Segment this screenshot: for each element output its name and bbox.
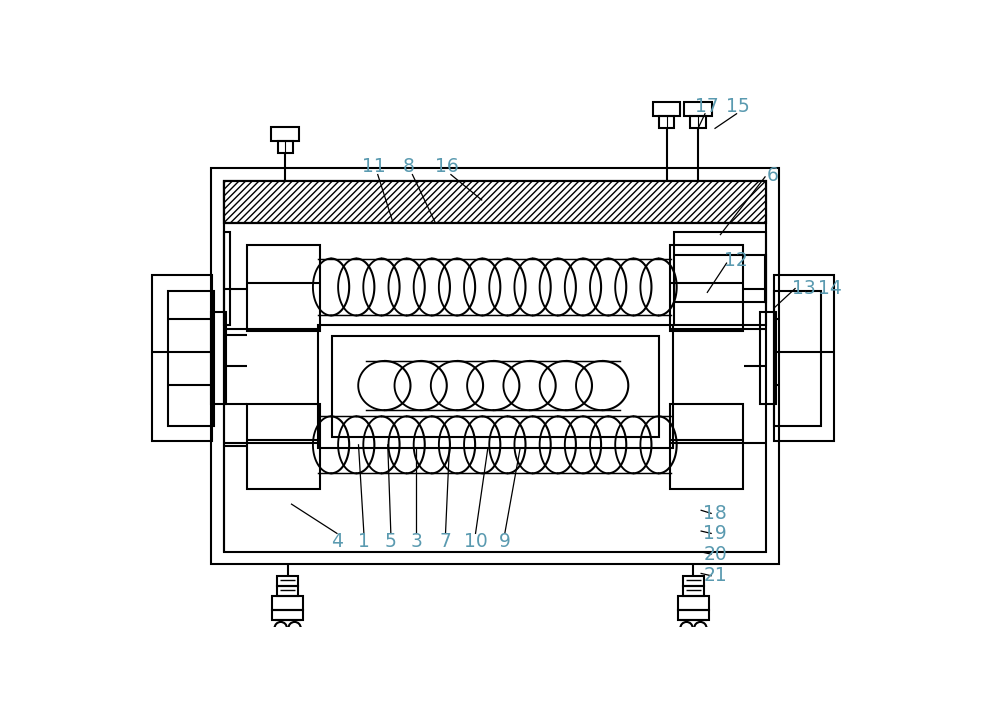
Bar	[224, 181, 766, 552]
Text: 8: 8	[403, 158, 414, 177]
Bar	[152, 275, 212, 441]
Text: 11: 11	[362, 158, 386, 177]
Text: 9: 9	[499, 532, 511, 551]
Bar	[272, 596, 303, 610]
Bar	[774, 275, 834, 441]
Text: 17: 17	[695, 96, 718, 115]
Text: 15: 15	[726, 96, 750, 115]
Bar	[168, 291, 214, 426]
Bar	[659, 116, 674, 128]
Bar	[684, 102, 712, 116]
Bar	[224, 181, 766, 223]
Bar	[272, 610, 303, 620]
Bar	[277, 586, 298, 596]
Bar	[683, 586, 704, 596]
Text: 21: 21	[703, 566, 727, 585]
Text: 5: 5	[385, 532, 397, 551]
Text: 20: 20	[703, 545, 727, 564]
Bar	[247, 244, 320, 331]
Text: 18: 18	[703, 504, 727, 523]
Bar	[774, 291, 821, 426]
Bar	[247, 404, 320, 489]
Bar	[211, 312, 226, 404]
Text: 12: 12	[724, 251, 748, 270]
Bar	[271, 127, 299, 141]
Bar	[653, 102, 680, 116]
Bar	[318, 325, 673, 448]
Text: 1: 1	[358, 532, 370, 551]
Bar	[670, 404, 743, 489]
Text: 16: 16	[435, 158, 459, 177]
Bar	[224, 181, 766, 223]
Bar	[332, 336, 659, 437]
Text: 10: 10	[464, 532, 487, 551]
Bar	[224, 232, 230, 325]
Bar	[277, 576, 298, 586]
Bar	[683, 576, 704, 586]
Text: 4: 4	[331, 532, 343, 551]
Text: 14: 14	[818, 279, 842, 298]
Text: 13: 13	[792, 279, 815, 298]
Bar	[678, 596, 709, 610]
Bar	[678, 610, 709, 620]
Text: 19: 19	[703, 524, 727, 543]
Bar	[690, 116, 706, 128]
Text: 6: 6	[767, 166, 779, 185]
Bar	[211, 168, 779, 564]
Bar	[674, 232, 766, 325]
Text: 3: 3	[410, 532, 422, 551]
Bar	[278, 141, 293, 153]
Bar	[760, 312, 776, 404]
Bar	[670, 244, 743, 331]
Text: 7: 7	[440, 532, 451, 551]
